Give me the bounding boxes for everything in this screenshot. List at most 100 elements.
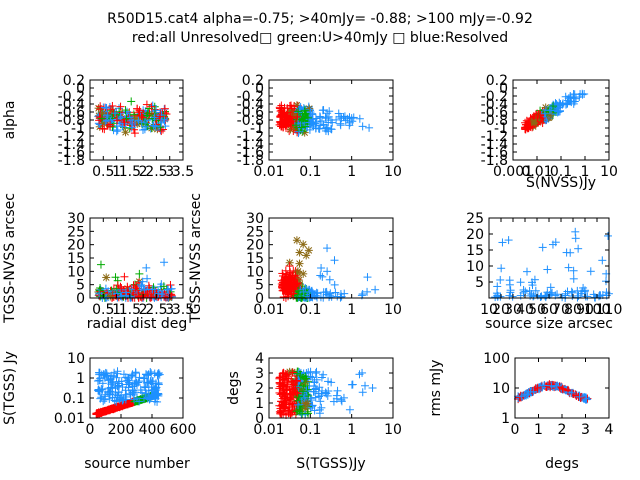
data-point-stroke [293, 236, 301, 244]
y-tick-label: -1.2 [237, 129, 264, 145]
y-tick-label: -1.4 [237, 137, 264, 153]
x-tick-label: 0.01 [521, 164, 552, 180]
x-tick-label: 10 [480, 302, 498, 318]
y-tick-label: 25 [67, 224, 85, 240]
x-tick-label: 1 [347, 164, 356, 180]
x-tick-label: 3.5 [172, 164, 194, 180]
y-tick-label: 5 [475, 275, 484, 291]
y-tick-label: 10 [67, 351, 85, 367]
x-tick-label: 3 [165, 164, 174, 180]
plot-frame [89, 357, 184, 419]
y-tick-label: 0 [499, 81, 508, 97]
x-tick-label: 10 [600, 164, 618, 180]
y-tick-label: -1 [250, 121, 264, 137]
y-tick-label: -1.6 [58, 145, 85, 161]
scatter-panel-p1: 0.511.522.533.50.20-0.2-0.4-0.6-0.8-1-1.… [2, 73, 194, 180]
x-tick-label: 1 [112, 302, 121, 318]
y-tick-label: -1.2 [481, 129, 508, 145]
data-point-stroke [546, 111, 554, 119]
scatter-panel-p2: 0.01 0.1 1 10 0.20-0.2-0.4-0.6-0.8-1-1.2-1.4… [237, 73, 402, 180]
x-tick-label: 400 [139, 422, 166, 438]
x-tick-label: 200 [108, 422, 135, 438]
x-tick-label: 10 [384, 164, 402, 180]
y-tick-label: 10 [67, 264, 85, 280]
x-tick-label: 1.5 [119, 164, 141, 180]
data-point-stroke [296, 260, 303, 267]
x-tick-label: 2.5 [145, 302, 167, 318]
x-tick-label: 2.5 [145, 164, 167, 180]
y-tick-label: -0.8 [237, 113, 264, 129]
panels: 0.511.522.533.50.20-0.2-0.4-0.6-0.8-1-1.… [2, 73, 622, 472]
y-tick-label: -0.4 [58, 97, 85, 113]
x-tick-label: 1.5 [119, 302, 141, 318]
scatter-panel-p6: 102030405060708090100110252015105source … [466, 211, 622, 332]
data-point-stroke [102, 274, 110, 281]
y-tick-label: -1 [71, 121, 85, 137]
y-tick-label: -0.2 [58, 89, 85, 105]
y-tick-label: 0.2 [486, 73, 508, 89]
y-tick-label: -0.2 [237, 89, 264, 105]
y-tick-label: 0 [76, 291, 85, 307]
y-tick-label: -0.8 [58, 113, 85, 129]
y-tick-label: 30 [246, 211, 264, 227]
y-tick-label: 10 [246, 264, 264, 280]
x-tick-label: 1 [581, 164, 590, 180]
x-tick-label: 0 [86, 422, 95, 438]
x-tick-label: 1 [112, 164, 121, 180]
points [277, 236, 380, 302]
y-tick-label: 30 [67, 211, 85, 227]
x-tick-label: 3 [165, 302, 174, 318]
x-tick-label: 2 [139, 164, 148, 180]
figure-title-line2: red:all Unresolved□ green:U>40mJy □ blue… [132, 30, 508, 46]
x-axis-label: radial dist deg [87, 316, 187, 332]
y-tick-label: -1.8 [58, 153, 85, 169]
y-tick-label: 15 [246, 251, 264, 267]
y-tick-label: 0.01 [54, 411, 85, 427]
y-tick-label: 20 [466, 227, 484, 243]
y-tick-label: 10 [466, 259, 484, 275]
data-point-stroke [305, 247, 313, 254]
y-tick-label: -1.6 [237, 145, 264, 161]
points [491, 227, 613, 302]
y-tick-label: -0.6 [58, 105, 85, 121]
y-tick-label: 1 [76, 371, 85, 387]
data-point-stroke [299, 270, 307, 278]
y-tick-label: 0.2 [63, 73, 85, 89]
points [94, 97, 171, 138]
y-tick-label: 15 [466, 243, 484, 259]
y-tick-label: -0.6 [237, 105, 264, 121]
y-axis-label: TGSS-NVSS arcsec [188, 193, 204, 324]
points [275, 101, 374, 138]
points [94, 258, 177, 302]
y-tick-label: -0.6 [481, 105, 508, 121]
x-tick-label: 80 [564, 302, 582, 318]
y-tick-label: 20 [67, 238, 85, 254]
y-tick-label: 0 [255, 291, 264, 307]
y-tick-label: -1.8 [481, 153, 508, 169]
x-tick-label: 0.1 [299, 164, 321, 180]
x-tick-label: 90 [576, 302, 594, 318]
y-tick-label: -0.8 [481, 113, 508, 129]
x-tick-label: 100 [584, 302, 611, 318]
y-tick-label: -1.4 [481, 137, 508, 153]
x-tick-label: 20 [492, 302, 510, 318]
y-tick-label: 0 [76, 81, 85, 97]
figure-title-line1: R50D15.cat4 alpha=-0.75; >40mJy= -0.88; … [107, 11, 533, 27]
points [92, 367, 164, 419]
y-tick-label: 0 [255, 81, 264, 97]
x-tick-label: 30 [504, 302, 522, 318]
x-tick-label: 0.01 [253, 302, 284, 318]
y-tick-label: -1.4 [58, 137, 85, 153]
data-point-stroke [296, 249, 303, 256]
y-tick-label: 5 [76, 278, 85, 294]
y-tick-label: 0.2 [242, 73, 264, 89]
x-tick-label: 40 [516, 302, 534, 318]
y-tick-label: -1.6 [481, 145, 508, 161]
x-tick-label: 0.1 [299, 302, 321, 318]
data-point-stroke [299, 240, 307, 248]
x-tick-label: 2 [139, 302, 148, 318]
